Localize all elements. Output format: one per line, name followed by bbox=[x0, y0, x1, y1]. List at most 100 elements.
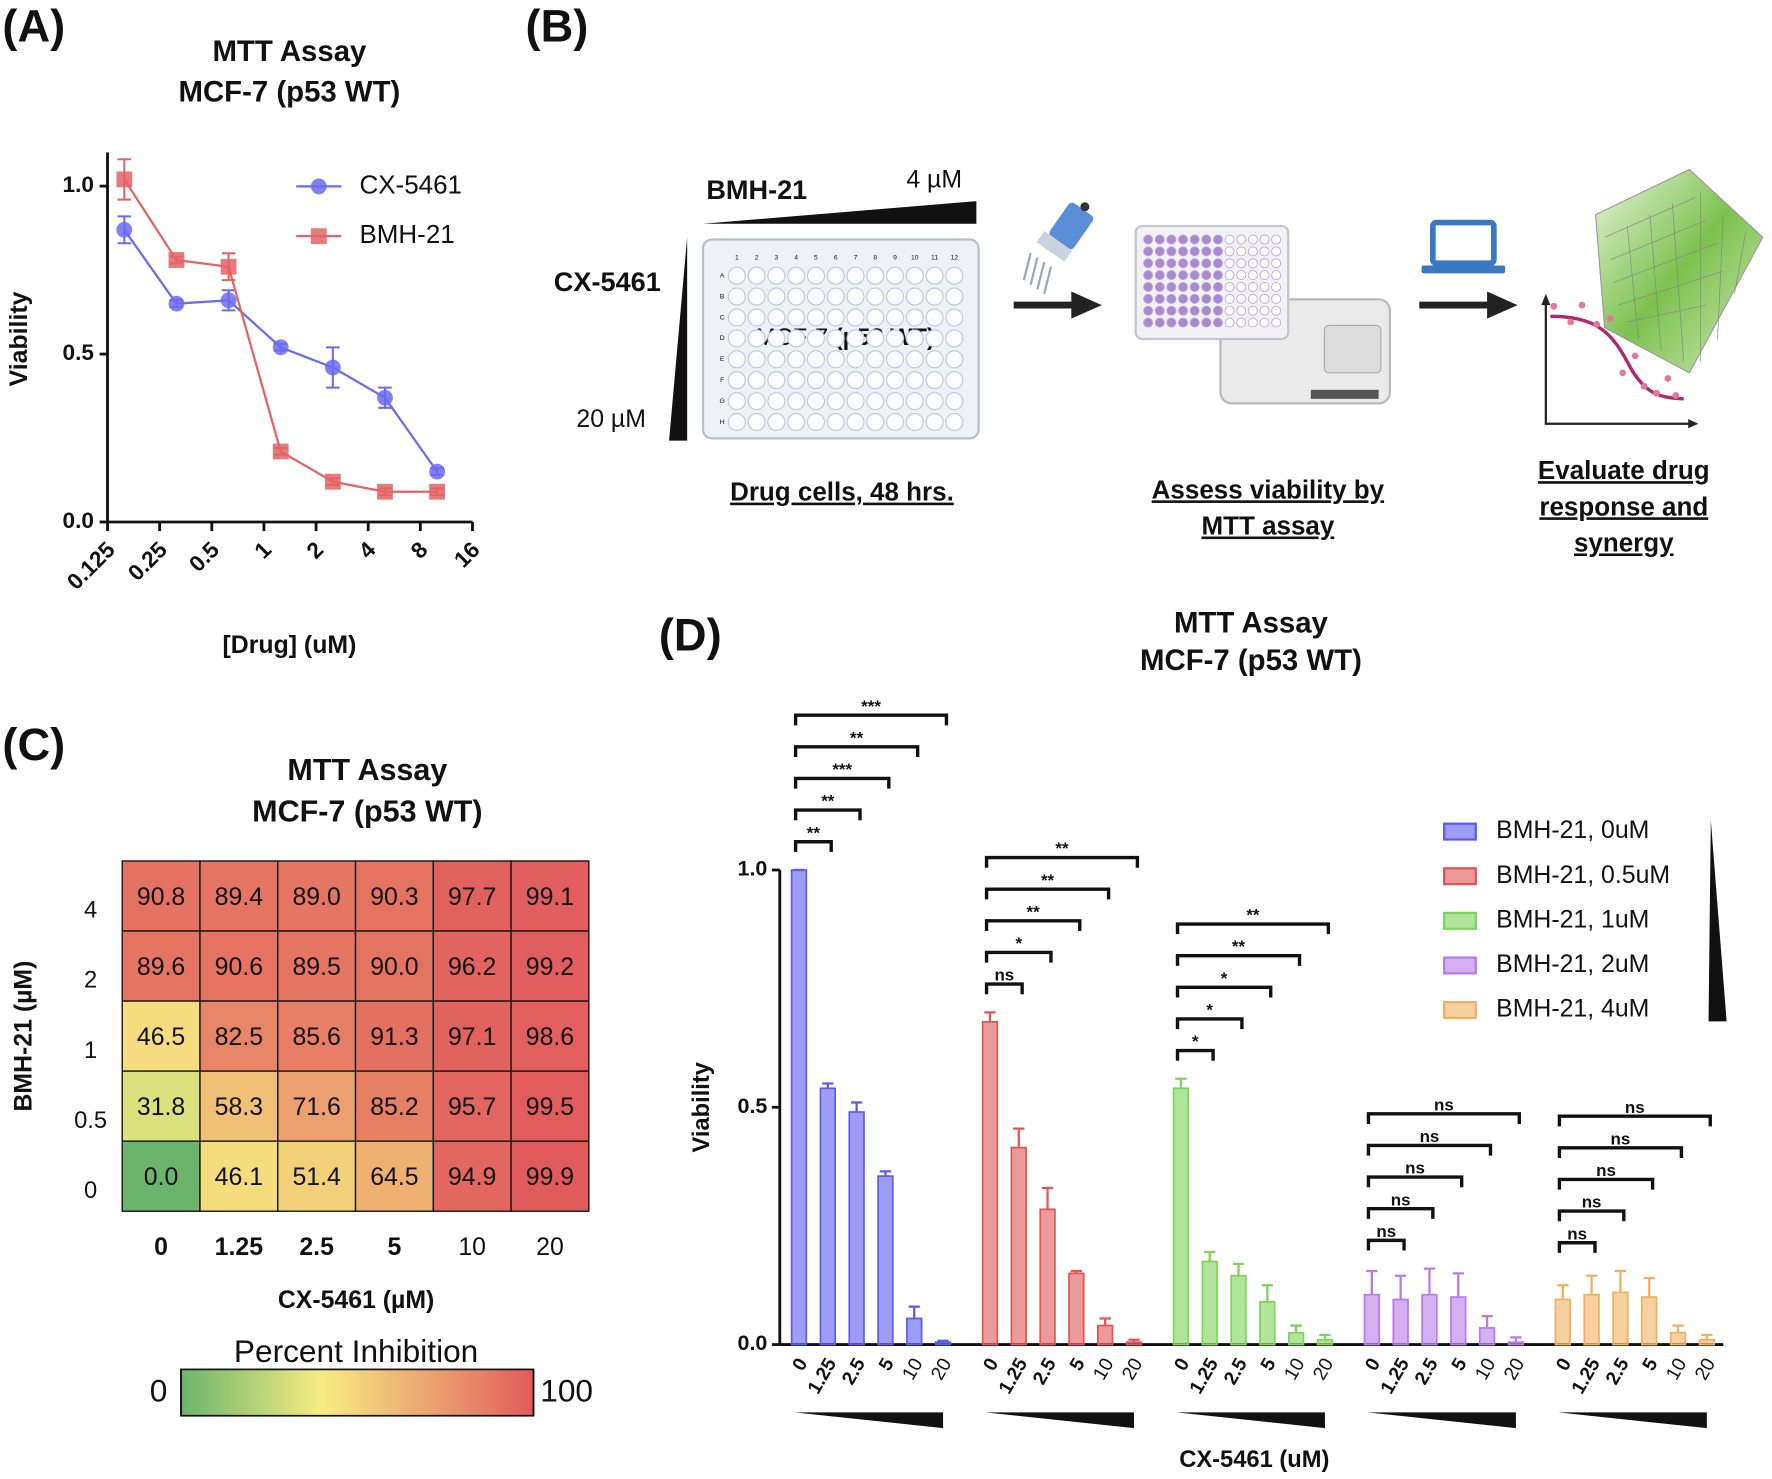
well bbox=[1271, 293, 1282, 304]
error-bar bbox=[1290, 1324, 1302, 1333]
well bbox=[1178, 270, 1189, 281]
bar bbox=[877, 1175, 894, 1346]
well bbox=[846, 266, 865, 285]
well bbox=[1154, 270, 1165, 281]
well bbox=[945, 308, 964, 327]
y-tick-label: 1.0 bbox=[63, 172, 94, 197]
well bbox=[747, 392, 766, 411]
error-bar bbox=[1395, 1274, 1407, 1300]
well bbox=[1166, 234, 1177, 245]
y-axis-label: BMH-21 (µM) bbox=[11, 961, 38, 1112]
bar bbox=[1230, 1274, 1247, 1346]
heatmap-cell bbox=[432, 860, 512, 932]
cell-label: 99.5 bbox=[526, 1094, 574, 1121]
cell-label: 95.7 bbox=[448, 1094, 496, 1121]
dose-wedge bbox=[985, 1412, 1135, 1429]
well bbox=[727, 287, 746, 306]
well bbox=[1154, 234, 1165, 245]
legend-swatch bbox=[1443, 867, 1477, 886]
heatmap-cell bbox=[354, 1000, 434, 1072]
well bbox=[1212, 305, 1223, 316]
well bbox=[1224, 234, 1235, 245]
bar bbox=[1583, 1293, 1600, 1346]
bar bbox=[1125, 1341, 1143, 1346]
plate-column: 2 bbox=[755, 254, 759, 261]
well bbox=[787, 392, 806, 411]
well bbox=[1259, 282, 1270, 292]
diagram-label: BMH-21 bbox=[706, 174, 807, 205]
well bbox=[866, 329, 885, 348]
well bbox=[866, 287, 885, 306]
significance-label: ns bbox=[1582, 1193, 1602, 1212]
well bbox=[1178, 305, 1189, 316]
x-tick-label: 20 bbox=[927, 1355, 956, 1384]
well bbox=[1189, 305, 1200, 316]
well bbox=[905, 329, 924, 348]
error-bar bbox=[1557, 1284, 1569, 1300]
well bbox=[1212, 246, 1223, 257]
well bbox=[925, 412, 944, 432]
well bbox=[1224, 246, 1235, 257]
cell-label: 89.5 bbox=[292, 954, 340, 981]
well bbox=[747, 350, 766, 369]
well bbox=[727, 412, 746, 432]
x-tick-label: 2.5 bbox=[299, 1234, 334, 1261]
well bbox=[886, 371, 905, 390]
x-tick-label: 1.25 bbox=[1186, 1355, 1223, 1398]
well bbox=[787, 266, 806, 285]
well bbox=[925, 287, 944, 306]
well bbox=[1259, 246, 1270, 257]
cell-label: 97.7 bbox=[448, 884, 496, 911]
bar bbox=[1641, 1296, 1658, 1346]
significance-label: ns bbox=[1405, 1159, 1425, 1178]
error-bar bbox=[984, 1011, 996, 1022]
x-axis-label: [Drug] (uM) bbox=[223, 632, 357, 659]
well bbox=[767, 308, 786, 327]
panel-label: (D) bbox=[659, 609, 722, 660]
significance-bracket bbox=[1366, 1143, 1493, 1156]
well bbox=[905, 266, 924, 285]
well bbox=[945, 412, 964, 432]
cell-label: 90.0 bbox=[370, 954, 418, 981]
well bbox=[1154, 282, 1165, 292]
well bbox=[787, 371, 806, 390]
plate-reader-icon bbox=[1134, 224, 1392, 405]
marker bbox=[377, 389, 393, 406]
well bbox=[1271, 258, 1282, 269]
well bbox=[826, 329, 845, 348]
y-tick-label: 2 bbox=[84, 968, 97, 994]
x-tick-label: 0 bbox=[980, 1355, 1004, 1375]
step-caption: synergy bbox=[1574, 527, 1674, 557]
error-bar bbox=[908, 1305, 920, 1319]
well bbox=[1143, 246, 1154, 257]
error-bar bbox=[850, 1101, 863, 1113]
x-tick-label: 10 bbox=[458, 1234, 486, 1261]
bar bbox=[1612, 1291, 1629, 1346]
well bbox=[747, 329, 766, 348]
well bbox=[1236, 258, 1247, 269]
well bbox=[1201, 317, 1212, 328]
x-tick-label: 0 bbox=[1362, 1355, 1386, 1375]
cell-label: 85.2 bbox=[370, 1094, 418, 1121]
well bbox=[1224, 293, 1235, 304]
significance-bracket bbox=[1175, 953, 1302, 966]
x-tick-label: 20 bbox=[1118, 1355, 1147, 1384]
marker bbox=[310, 228, 327, 245]
significance-bracket bbox=[1366, 1175, 1464, 1188]
significance-bracket bbox=[1366, 1112, 1521, 1124]
bar bbox=[934, 1341, 952, 1346]
well bbox=[886, 308, 905, 327]
bar bbox=[1554, 1298, 1571, 1346]
error-bar bbox=[1585, 1274, 1598, 1295]
marker bbox=[429, 463, 446, 480]
well bbox=[727, 392, 746, 411]
legend-swatch bbox=[1443, 956, 1477, 975]
significance-label: ** bbox=[850, 728, 864, 747]
surface-icon bbox=[1594, 168, 1764, 374]
significance-bracket bbox=[984, 950, 1053, 963]
bar bbox=[1068, 1272, 1085, 1346]
plate-row: C bbox=[720, 314, 725, 321]
y-tick-label: 4 bbox=[84, 898, 97, 924]
well bbox=[767, 412, 786, 432]
